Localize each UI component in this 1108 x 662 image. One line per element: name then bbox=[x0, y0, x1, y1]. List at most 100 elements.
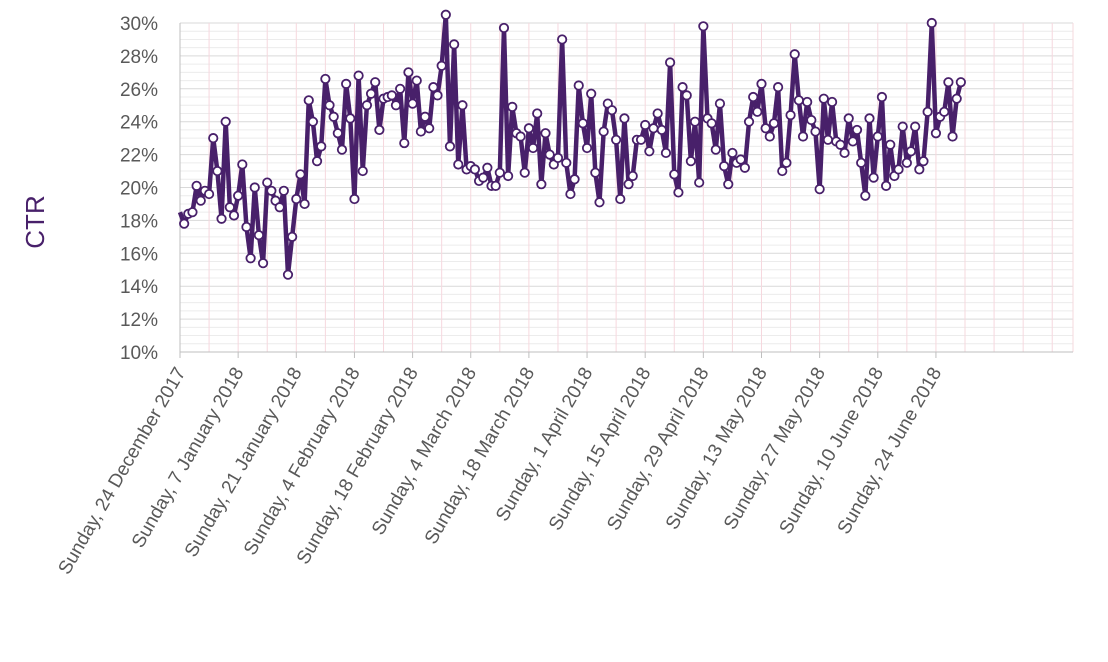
data-point bbox=[324, 100, 335, 111]
data-point bbox=[291, 193, 302, 205]
x-tick-label: Sunday, 7 January 2018 bbox=[128, 364, 248, 552]
data-point bbox=[208, 133, 219, 144]
x-tick-label: Sunday, 24 June 2018 bbox=[834, 364, 947, 538]
data-point bbox=[399, 137, 410, 149]
data-point bbox=[316, 141, 327, 152]
data-point bbox=[785, 110, 796, 121]
data-point bbox=[353, 70, 364, 81]
data-point bbox=[341, 78, 352, 89]
data-point bbox=[714, 98, 726, 109]
y-tick-label: 24% bbox=[120, 113, 158, 134]
data-point bbox=[457, 100, 468, 111]
data-point bbox=[955, 77, 966, 88]
data-point bbox=[573, 80, 584, 91]
data-point bbox=[706, 118, 717, 129]
data-point bbox=[262, 177, 273, 188]
data-point bbox=[681, 90, 692, 101]
data-point bbox=[320, 73, 331, 85]
data-point bbox=[386, 90, 397, 101]
data-point bbox=[910, 121, 921, 132]
data-point bbox=[789, 49, 800, 60]
data-point bbox=[880, 180, 892, 191]
data-point bbox=[241, 221, 252, 233]
data-point bbox=[561, 157, 572, 168]
y-tick-label: 10% bbox=[120, 343, 158, 364]
data-point bbox=[656, 124, 667, 136]
data-point bbox=[419, 111, 431, 122]
data-point bbox=[918, 156, 929, 167]
data-point bbox=[669, 169, 680, 180]
x-tick-label: Sunday, 18 March 2018 bbox=[421, 364, 539, 548]
data-point bbox=[897, 121, 908, 132]
data-point bbox=[860, 190, 871, 201]
data-point bbox=[814, 184, 825, 195]
data-point bbox=[253, 230, 265, 241]
data-point bbox=[619, 113, 630, 124]
data-point bbox=[727, 147, 738, 159]
data-point bbox=[336, 144, 348, 155]
x-tick-label: Sunday, 29 April 2018 bbox=[603, 364, 713, 534]
data-point bbox=[444, 141, 456, 152]
data-point bbox=[361, 100, 373, 111]
data-point bbox=[282, 269, 294, 280]
data-point bbox=[233, 190, 244, 201]
data-point bbox=[797, 131, 809, 142]
data-point bbox=[719, 161, 730, 172]
data-point bbox=[773, 82, 784, 93]
data-point bbox=[810, 126, 821, 137]
data-point bbox=[723, 179, 734, 190]
data-point bbox=[939, 106, 950, 117]
data-point bbox=[835, 139, 846, 150]
data-point bbox=[237, 159, 248, 170]
data-point bbox=[349, 193, 360, 205]
data-point bbox=[536, 179, 547, 190]
y-axis-title: CTR bbox=[20, 195, 50, 248]
data-point bbox=[839, 147, 850, 159]
x-tick-label: Sunday, 4 February 2018 bbox=[240, 364, 365, 559]
data-point bbox=[449, 39, 460, 50]
y-tick-label: 16% bbox=[120, 244, 158, 265]
data-point bbox=[220, 116, 231, 127]
data-point bbox=[922, 106, 933, 117]
data-point bbox=[822, 134, 834, 145]
data-point bbox=[623, 179, 634, 190]
data-point bbox=[565, 188, 576, 200]
data-point bbox=[295, 169, 306, 180]
data-point bbox=[203, 188, 215, 200]
data-point bbox=[557, 34, 568, 45]
series-ctr bbox=[177, 9, 966, 280]
data-point bbox=[652, 108, 663, 119]
data-point bbox=[370, 77, 381, 88]
data-point bbox=[768, 118, 780, 129]
data-point bbox=[735, 154, 746, 165]
data-point bbox=[748, 91, 759, 103]
data-point bbox=[490, 180, 501, 191]
data-point bbox=[710, 144, 721, 155]
data-point bbox=[665, 57, 676, 68]
data-point bbox=[523, 123, 534, 134]
data-point bbox=[615, 193, 626, 205]
data-point bbox=[611, 134, 622, 145]
data-point bbox=[739, 162, 750, 173]
x-tick-label: Sunday, 13 May 2018 bbox=[662, 364, 772, 533]
data-point bbox=[403, 67, 414, 78]
data-point bbox=[864, 113, 875, 124]
data-point bbox=[793, 95, 804, 106]
data-point bbox=[540, 128, 551, 139]
data-point bbox=[648, 123, 659, 134]
data-point bbox=[498, 22, 510, 34]
data-point bbox=[478, 172, 489, 183]
data-point bbox=[640, 119, 651, 131]
data-point bbox=[694, 177, 705, 188]
data-point bbox=[257, 258, 269, 269]
data-point bbox=[914, 164, 925, 175]
data-point bbox=[868, 172, 879, 183]
data-point bbox=[856, 157, 867, 168]
data-point bbox=[436, 60, 447, 71]
data-point bbox=[590, 167, 601, 178]
data-point bbox=[594, 197, 605, 208]
data-point bbox=[777, 165, 788, 177]
axes bbox=[179, 23, 1073, 353]
